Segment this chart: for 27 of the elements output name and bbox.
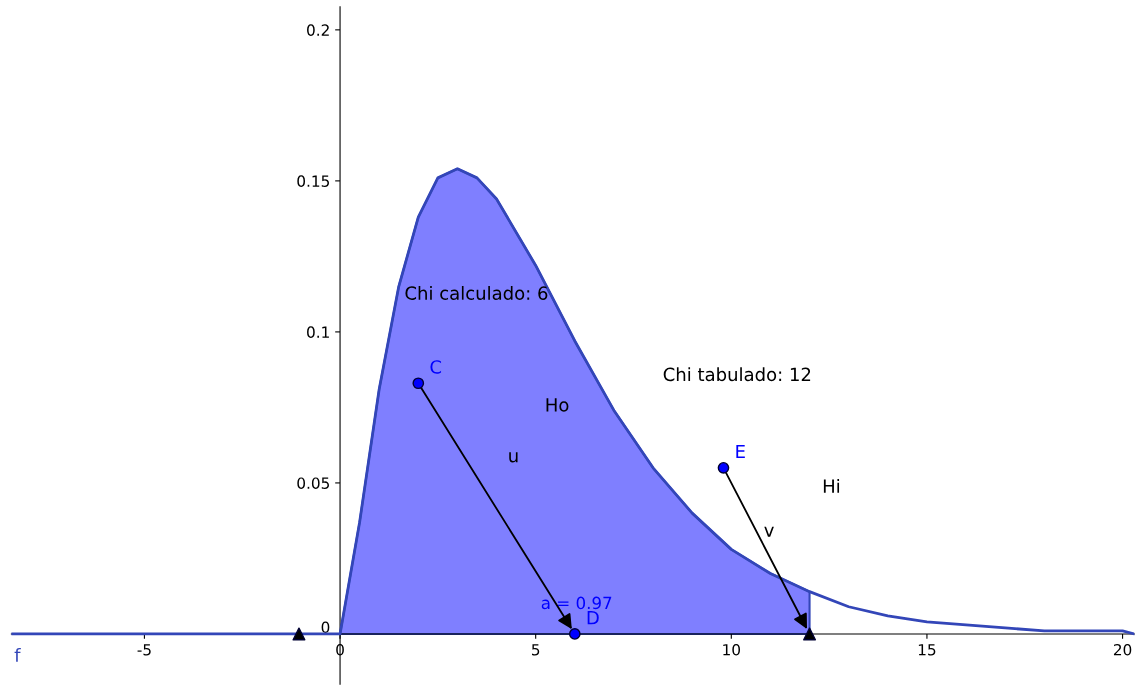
point — [412, 377, 425, 390]
series-label: f — [14, 648, 21, 662]
x-tick-label: 15 — [918, 644, 936, 656]
line-series — [11, 167, 1135, 636]
x-tick-label: 5 — [532, 644, 540, 656]
series-label: C — [430, 360, 442, 374]
x-tick-label: 10 — [723, 643, 741, 656]
point — [803, 627, 817, 641]
series-label: a = 0.97 — [541, 596, 612, 610]
x-tick-label: 20 — [1113, 643, 1132, 656]
y-tick-label: 0.1 — [307, 326, 329, 338]
point — [717, 461, 730, 474]
y-tick-label: 0 — [321, 621, 330, 633]
series-label: E — [736, 444, 745, 459]
point — [568, 628, 581, 640]
x-tick-label: -5 — [137, 644, 151, 656]
annotation: Ho — [546, 398, 569, 412]
annotation: u — [509, 452, 518, 463]
point — [292, 627, 306, 641]
y-tick-label: 0.15 — [297, 175, 329, 187]
annotation: v — [764, 526, 774, 537]
series-label: D — [587, 611, 599, 625]
y-tick-label: 0.05 — [297, 477, 329, 489]
annotation: Chi calculado: 6 — [405, 285, 548, 300]
annotation: Chi tabulado: 12 — [663, 367, 811, 382]
y-tick-label: 0.2 — [307, 24, 329, 36]
annotation: Hi — [823, 478, 840, 493]
